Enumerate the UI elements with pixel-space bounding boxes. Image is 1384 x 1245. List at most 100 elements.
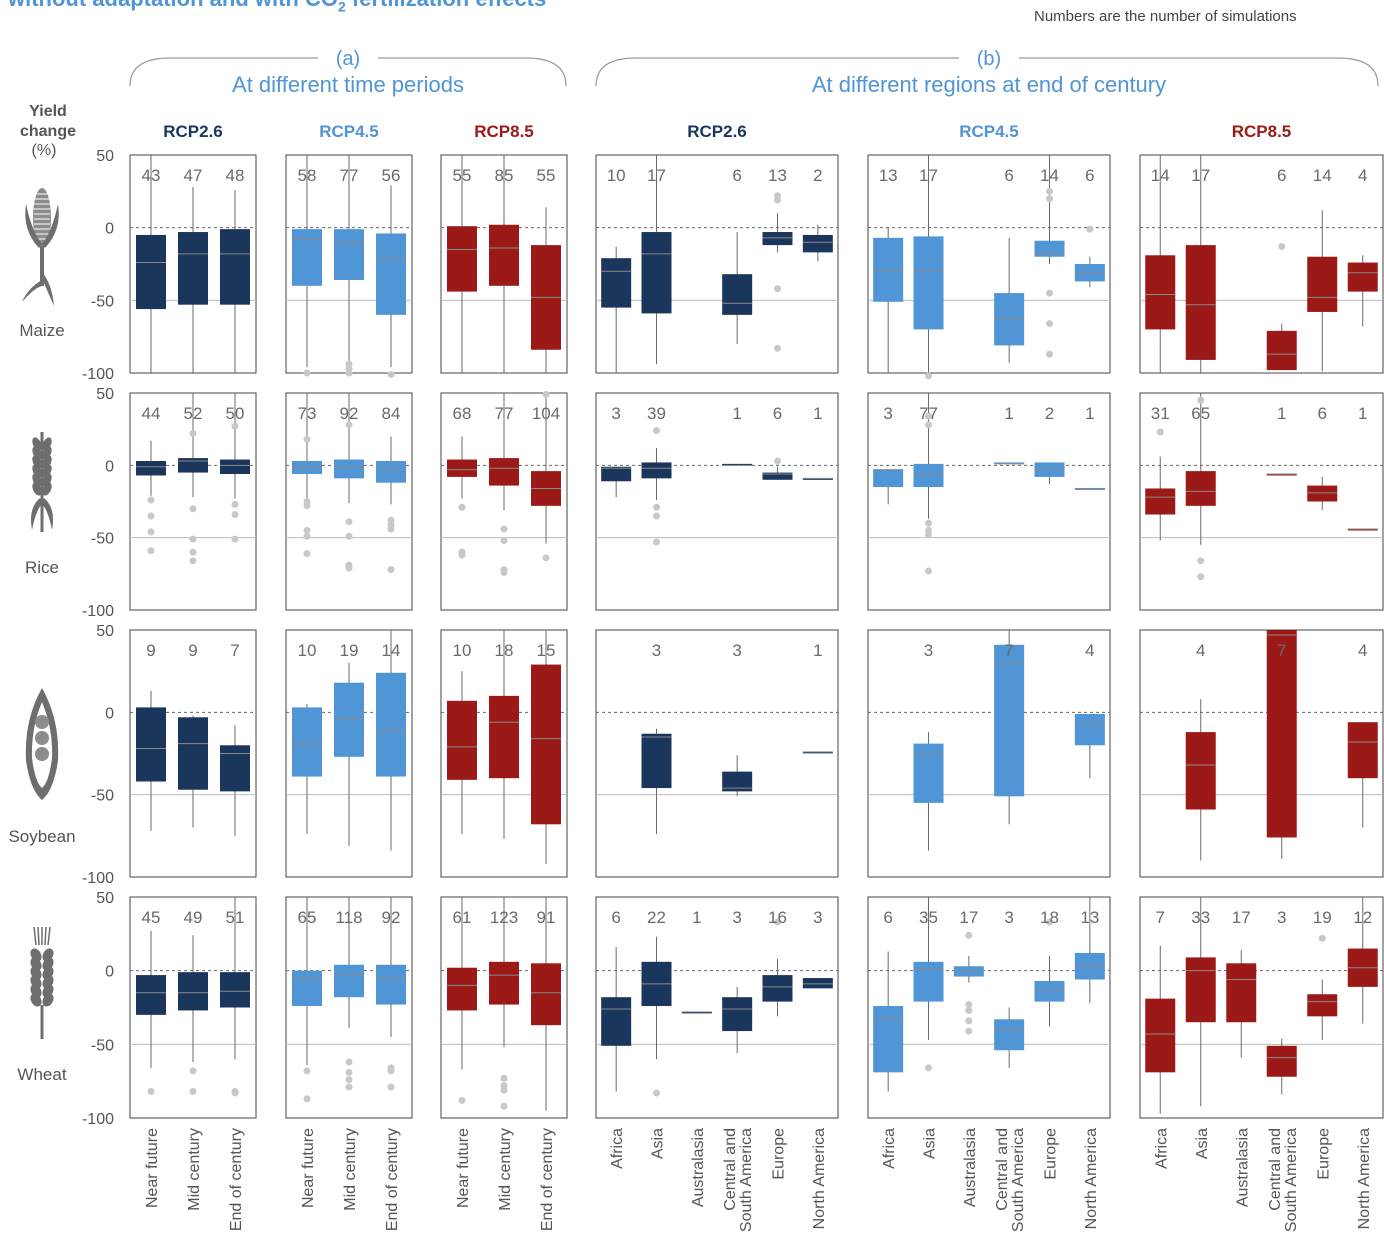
panel-frame [595, 154, 839, 374]
box [292, 707, 322, 777]
panel-frame [1139, 629, 1384, 878]
outlier-point [774, 457, 781, 465]
simulation-count-label: 6 [1277, 166, 1286, 185]
panel-b-header-letter: (b) [977, 48, 1001, 70]
box [292, 970, 322, 1007]
box [334, 229, 364, 280]
outlier-point [1046, 195, 1053, 203]
outlier-point [147, 528, 155, 536]
outlier-point [1046, 289, 1053, 297]
wheat-stem [40, 1005, 44, 1039]
outlier-point [303, 532, 311, 540]
simulation-count-label: 1 [813, 641, 822, 660]
simulation-count-label: 48 [226, 166, 245, 185]
outlier-point [231, 1089, 239, 1097]
outlier-point [189, 505, 197, 513]
outlier-point [1197, 557, 1205, 565]
outlier-point [653, 538, 660, 546]
panel-a-soybean-0 [129, 629, 257, 878]
outlier-point [458, 503, 466, 511]
outlier-point [189, 557, 197, 565]
outlier-point [231, 535, 239, 543]
title-tail: fertilization effects [346, 0, 546, 11]
rice-leaf-left [31, 498, 42, 530]
simulation-count-label: 9 [146, 641, 155, 660]
box [802, 234, 833, 253]
outlier-point [387, 1083, 395, 1091]
box [802, 751, 833, 754]
outlier-point [345, 1076, 353, 1084]
outlier-point [500, 568, 508, 576]
simulation-count-label: 1 [1085, 404, 1094, 423]
outlier-point [147, 1087, 155, 1095]
panel-b-rice-0 [595, 392, 839, 611]
outlier-point [542, 390, 550, 398]
rice-grain [32, 482, 42, 496]
x-tick-label-region: North America [811, 1128, 828, 1229]
simulation-count-label: 3 [732, 908, 741, 927]
outlier-point [774, 285, 781, 293]
y-tick-label: 50 [96, 386, 114, 403]
outlier-point [1046, 320, 1053, 328]
box [447, 700, 477, 780]
outlier-point [303, 550, 311, 558]
simulation-count-label: 92 [340, 404, 359, 423]
y-tick-label: 50 [96, 148, 114, 165]
box [762, 975, 793, 1002]
x-tick-label-period: End of century [539, 1128, 556, 1231]
box [601, 997, 632, 1046]
outlier-point [965, 931, 973, 939]
outlier-point [774, 344, 781, 352]
y-tick-label: -50 [91, 293, 114, 310]
outlier-point [303, 1067, 311, 1075]
panel-b-rice-1 [867, 392, 1111, 611]
maize-leaf-left [25, 204, 42, 248]
x-tick-label-region: South America [738, 1128, 755, 1232]
simulation-count-label: 61 [453, 908, 472, 927]
panel-b-header-subtitle: At different regions at end of century [812, 72, 1166, 97]
outlier-point [303, 435, 311, 443]
scenario-header-b-RCP45: RCP4.5 [959, 122, 1019, 141]
simulation-count-label: 77 [919, 404, 938, 423]
outlier-point [345, 369, 353, 377]
simulation-count-label: 19 [340, 641, 359, 660]
panel-frame [867, 629, 1111, 878]
wheat-awn [33, 926, 37, 946]
simulation-count-label: 68 [453, 404, 472, 423]
outlier-point [774, 196, 781, 204]
outlier-point [345, 1083, 353, 1091]
box [489, 695, 519, 779]
simulation-count-label: 7 [230, 641, 239, 660]
panel-frame [129, 896, 257, 1119]
figure-title: without adaptation and with CO2 fertiliz… [8, 0, 546, 14]
x-tick-label-period: End of century [228, 1128, 245, 1231]
outlier-point [345, 1068, 353, 1076]
simulation-count-label: 15 [537, 641, 556, 660]
panel-b-maize-1 [867, 154, 1111, 380]
box [641, 462, 672, 479]
box [1266, 330, 1297, 371]
simulation-count-label: 13 [1080, 908, 1099, 927]
simulation-count-label: 7 [1277, 641, 1286, 660]
simulation-count-label: 13 [768, 166, 787, 185]
panel-a-maize-2 [440, 154, 568, 374]
simulation-count-label: 47 [184, 166, 203, 185]
outlier-point [965, 1017, 973, 1025]
outlier-point [925, 1064, 932, 1072]
outlier-point [387, 370, 395, 378]
outlier-point [1156, 428, 1164, 436]
scenario-header-b-RCP85: RCP8.5 [1232, 122, 1292, 141]
outlier-point [147, 496, 155, 504]
box [722, 274, 753, 315]
outlier-point [500, 525, 508, 533]
y-axis-label-change: change [20, 123, 76, 140]
simulation-count-label: 58 [298, 166, 317, 185]
scenario-header-a-RCP45: RCP4.5 [319, 122, 379, 141]
outlier-point [387, 525, 395, 533]
simulation-count-label: 123 [490, 908, 518, 927]
simulation-count-label: 85 [495, 166, 514, 185]
simulation-count-label: 49 [184, 908, 203, 927]
maize-cob [33, 188, 51, 248]
simulation-count-label: 39 [647, 404, 666, 423]
panel-b-rice-2 [1139, 392, 1384, 611]
